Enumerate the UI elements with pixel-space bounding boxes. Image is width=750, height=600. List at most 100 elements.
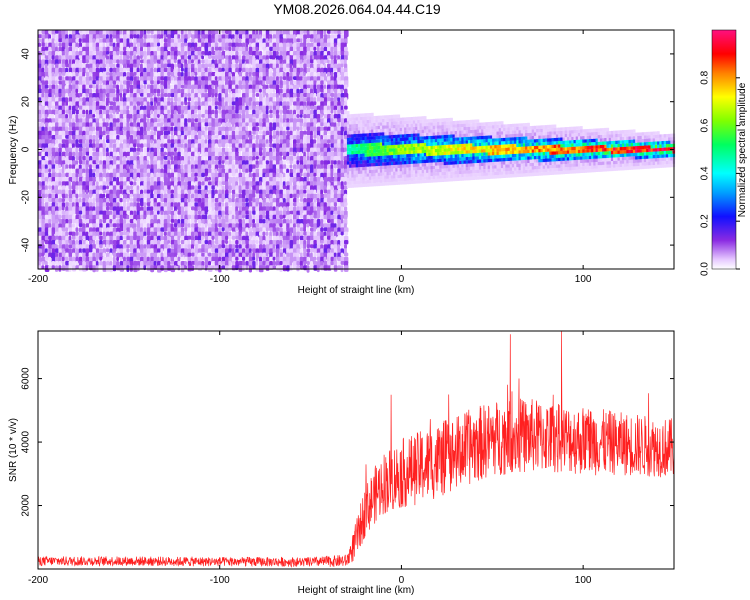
spectrogram-noise-cell (279, 84, 284, 89)
spectrogram-noise-cell (242, 256, 246, 261)
spectrogram-noise-cell (102, 93, 106, 99)
spectrogram-noise-cell (177, 72, 182, 77)
spectrogram-noise-cell (72, 84, 77, 91)
spectrogram-noise-cell (58, 227, 63, 233)
spectrogram-noise-cell (48, 109, 53, 115)
spectrogram-noise-cell (123, 202, 126, 208)
spectrogram-noise-cell (153, 252, 158, 258)
spectrogram-noise-cell (279, 93, 283, 98)
spectrogram-noise-cell (78, 160, 83, 165)
spectrogram-noise-cell (38, 72, 42, 78)
spectrogram-noise-cell (65, 261, 70, 266)
spectrogram-noise-cell (133, 63, 138, 68)
spectrogram-noise-cell (44, 252, 49, 258)
spectrogram-noise-cell (255, 97, 259, 103)
spectrogram-noise-cell (228, 202, 232, 207)
spectrogram-noise-cell (320, 261, 324, 266)
spectrogram-noise-cell (269, 156, 273, 161)
spectrogram-noise-cell (187, 214, 192, 220)
spectrogram-noise-cell (72, 193, 76, 198)
spectrogram-noise-cell (41, 240, 45, 245)
spectrogram-noise-cell (214, 160, 219, 165)
spectrogram-noise-cell (265, 210, 270, 216)
spectrogram-noise-cell (51, 118, 56, 123)
spectrogram-noise-cell (41, 168, 46, 173)
spectrogram-noise-cell (116, 172, 120, 179)
spectrogram-noise-cell (38, 88, 42, 94)
spectrogram-noise-cell (310, 46, 314, 51)
spectrogram-noise-cell (58, 240, 63, 245)
spectrogram-noise-cell (136, 72, 141, 77)
spectrogram-noise-cell (89, 198, 93, 203)
spectrogram-noise-cell (170, 189, 175, 194)
spectrogram-noise-cell (65, 101, 68, 107)
spectrogram-noise-cell (89, 252, 93, 258)
spectrogram-noise-cell (85, 143, 90, 149)
spectrogram-noise-cell (55, 38, 60, 43)
spectrogram-noise-cell (174, 168, 178, 173)
spectrogram-noise-cell (143, 67, 147, 74)
spectrogram-noise-cell (133, 122, 137, 128)
spectrogram-noise-cell (82, 93, 86, 98)
spectrogram-noise-cell (299, 193, 304, 199)
spectrogram-noise-cell (65, 210, 70, 216)
spectrogram-noise-cell (92, 80, 97, 85)
spectrogram-noise-cell (78, 55, 83, 59)
spectrogram-noise-cell (330, 34, 335, 39)
spectrogram-noise-cell (242, 122, 246, 128)
spectrogram-noise-cell (238, 147, 242, 152)
spectrogram-noise-cell (221, 143, 226, 148)
spectrogram-noise-cell (238, 219, 242, 224)
spectrogram-noise-cell (163, 164, 168, 170)
spectrogram-noise-cell (72, 135, 76, 140)
spectrogram-noise-cell (238, 244, 242, 249)
spectrogram-noise-cell (262, 63, 267, 69)
spectrogram-noise-cell (140, 130, 144, 137)
spectrogram-noise-cell (106, 261, 110, 267)
spectrogram-noise-cell (238, 193, 243, 199)
spectrogram-noise-cell (272, 42, 277, 48)
spectrogram-noise-cell (276, 38, 280, 43)
spectrogram-noise-cell (276, 109, 279, 115)
spectrogram-noise-cell (140, 34, 143, 40)
spectrogram-noise-cell (252, 114, 256, 118)
spectrogram-noise-cell (106, 30, 111, 35)
spectrogram-noise-cell (41, 223, 46, 228)
spectrogram-noise-cell (330, 231, 334, 237)
spectrogram-noise-cell (92, 256, 96, 262)
spectrogram-noise-cell (153, 51, 158, 56)
spectrogram-noise-cell (136, 109, 140, 115)
spectrogram-noise-cell (129, 168, 134, 174)
spectrogram-noise-cell (197, 219, 202, 224)
spectrogram-noise-cell (129, 193, 133, 198)
spectrogram-noise-cell (238, 189, 243, 194)
spectrogram-noise-cell (150, 109, 153, 115)
spectrogram-noise-cell (78, 231, 83, 237)
spectrogram-noise-cell (78, 185, 83, 191)
spectrogram-noise-cell (119, 88, 123, 94)
spectrogram-noise-cell (282, 76, 287, 81)
spectrogram-noise-cell (38, 34, 43, 39)
spectrogram-noise-cell (296, 55, 300, 61)
spectrogram-noise-cell (89, 193, 93, 198)
spectrogram-noise-cell (242, 265, 245, 271)
spectrogram-noise-cell (262, 118, 266, 123)
spectrogram-noise-cell (174, 63, 177, 68)
spectrogram-noise-cell (238, 67, 242, 73)
spectrogram-noise-cell (119, 227, 124, 232)
spectrogram-noise-cell (221, 46, 225, 52)
spectrogram-noise-cell (211, 214, 215, 220)
spectrogram-noise-cell (109, 198, 113, 203)
spectrogram-noise-cell (136, 265, 140, 272)
spectrogram-noise-cell (92, 51, 96, 55)
spectrogram-noise-cell (157, 46, 161, 52)
spectrogram-noise-cell (327, 219, 331, 223)
spectrogram-noise-cell (48, 130, 52, 137)
spectrogram-noise-cell (313, 46, 317, 51)
spectrogram-noise-cell (89, 101, 93, 107)
spectrogram-noise-cell (133, 185, 138, 191)
spectrogram-noise-cell (109, 223, 114, 228)
spectrogram-noise-cell (109, 109, 113, 114)
spectrogram-noise-cell (116, 130, 121, 135)
